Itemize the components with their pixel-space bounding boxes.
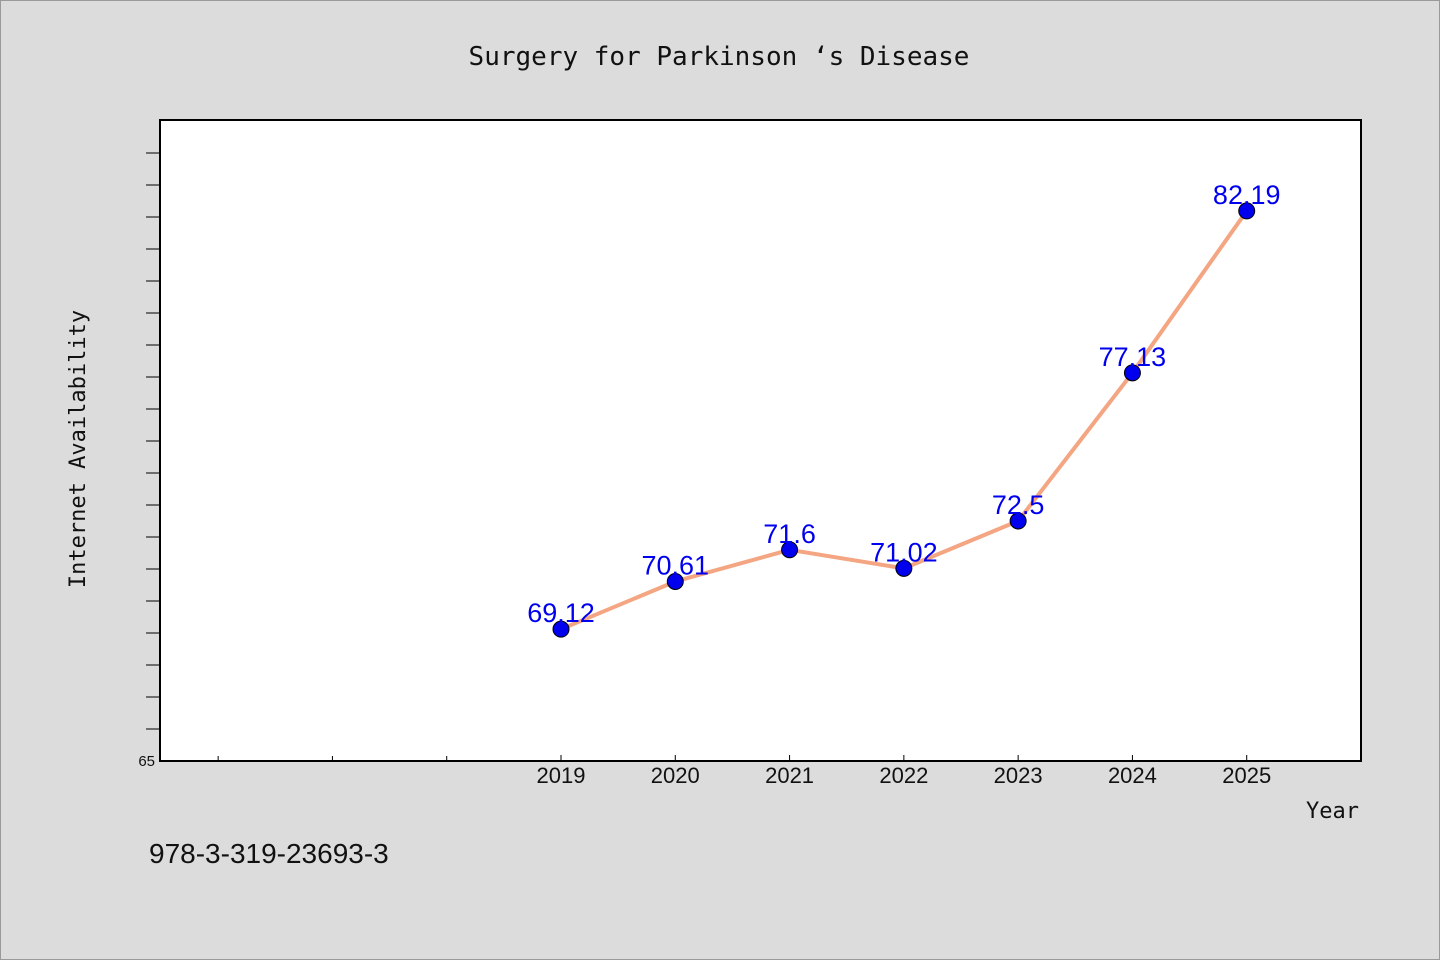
data-point (1123, 364, 1141, 382)
x-tick-label: 2025 (1222, 763, 1271, 788)
x-tick-label: 2019 (537, 763, 586, 788)
x-axis-ticks: 2019 2020 2021 2022 2023 2024 2025 (217, 755, 1271, 788)
footer-isbn: 978-3-319-23693-3 (149, 838, 389, 869)
chart-title: Surgery for Parkinson ‘s Disease (469, 42, 970, 72)
data-point (666, 572, 684, 590)
x-tick-label: 2022 (879, 763, 928, 788)
x-tick-label: 2021 (765, 763, 814, 788)
data-point (1238, 202, 1256, 220)
data-label: 71.02 (870, 537, 938, 567)
data-point (1009, 512, 1027, 530)
y-axis-label: Internet Availability (66, 310, 91, 588)
y-axis-ticks: 65 (138, 152, 160, 770)
plot-area (159, 119, 1362, 762)
data-labels: 69.12 70.61 71.6 71.02 72.5 77.13 82.19 (527, 180, 1280, 628)
x-tick-label: 2024 (1108, 763, 1157, 788)
y-tick-label: 65 (138, 753, 155, 770)
data-label: 72.5 (992, 490, 1045, 520)
data-label: 82.19 (1213, 180, 1281, 210)
data-point (895, 559, 913, 577)
data-point (552, 620, 570, 638)
data-point (781, 541, 799, 559)
data-label: 70.61 (641, 550, 709, 580)
x-axis-label: Year (1306, 799, 1359, 824)
x-tick-label: 2020 (651, 763, 700, 788)
data-label: 77.13 (1099, 342, 1167, 372)
data-label: 69.12 (527, 598, 595, 628)
x-tick-label: 2023 (994, 763, 1043, 788)
data-label: 71.6 (763, 519, 816, 549)
data-series (552, 202, 1256, 638)
